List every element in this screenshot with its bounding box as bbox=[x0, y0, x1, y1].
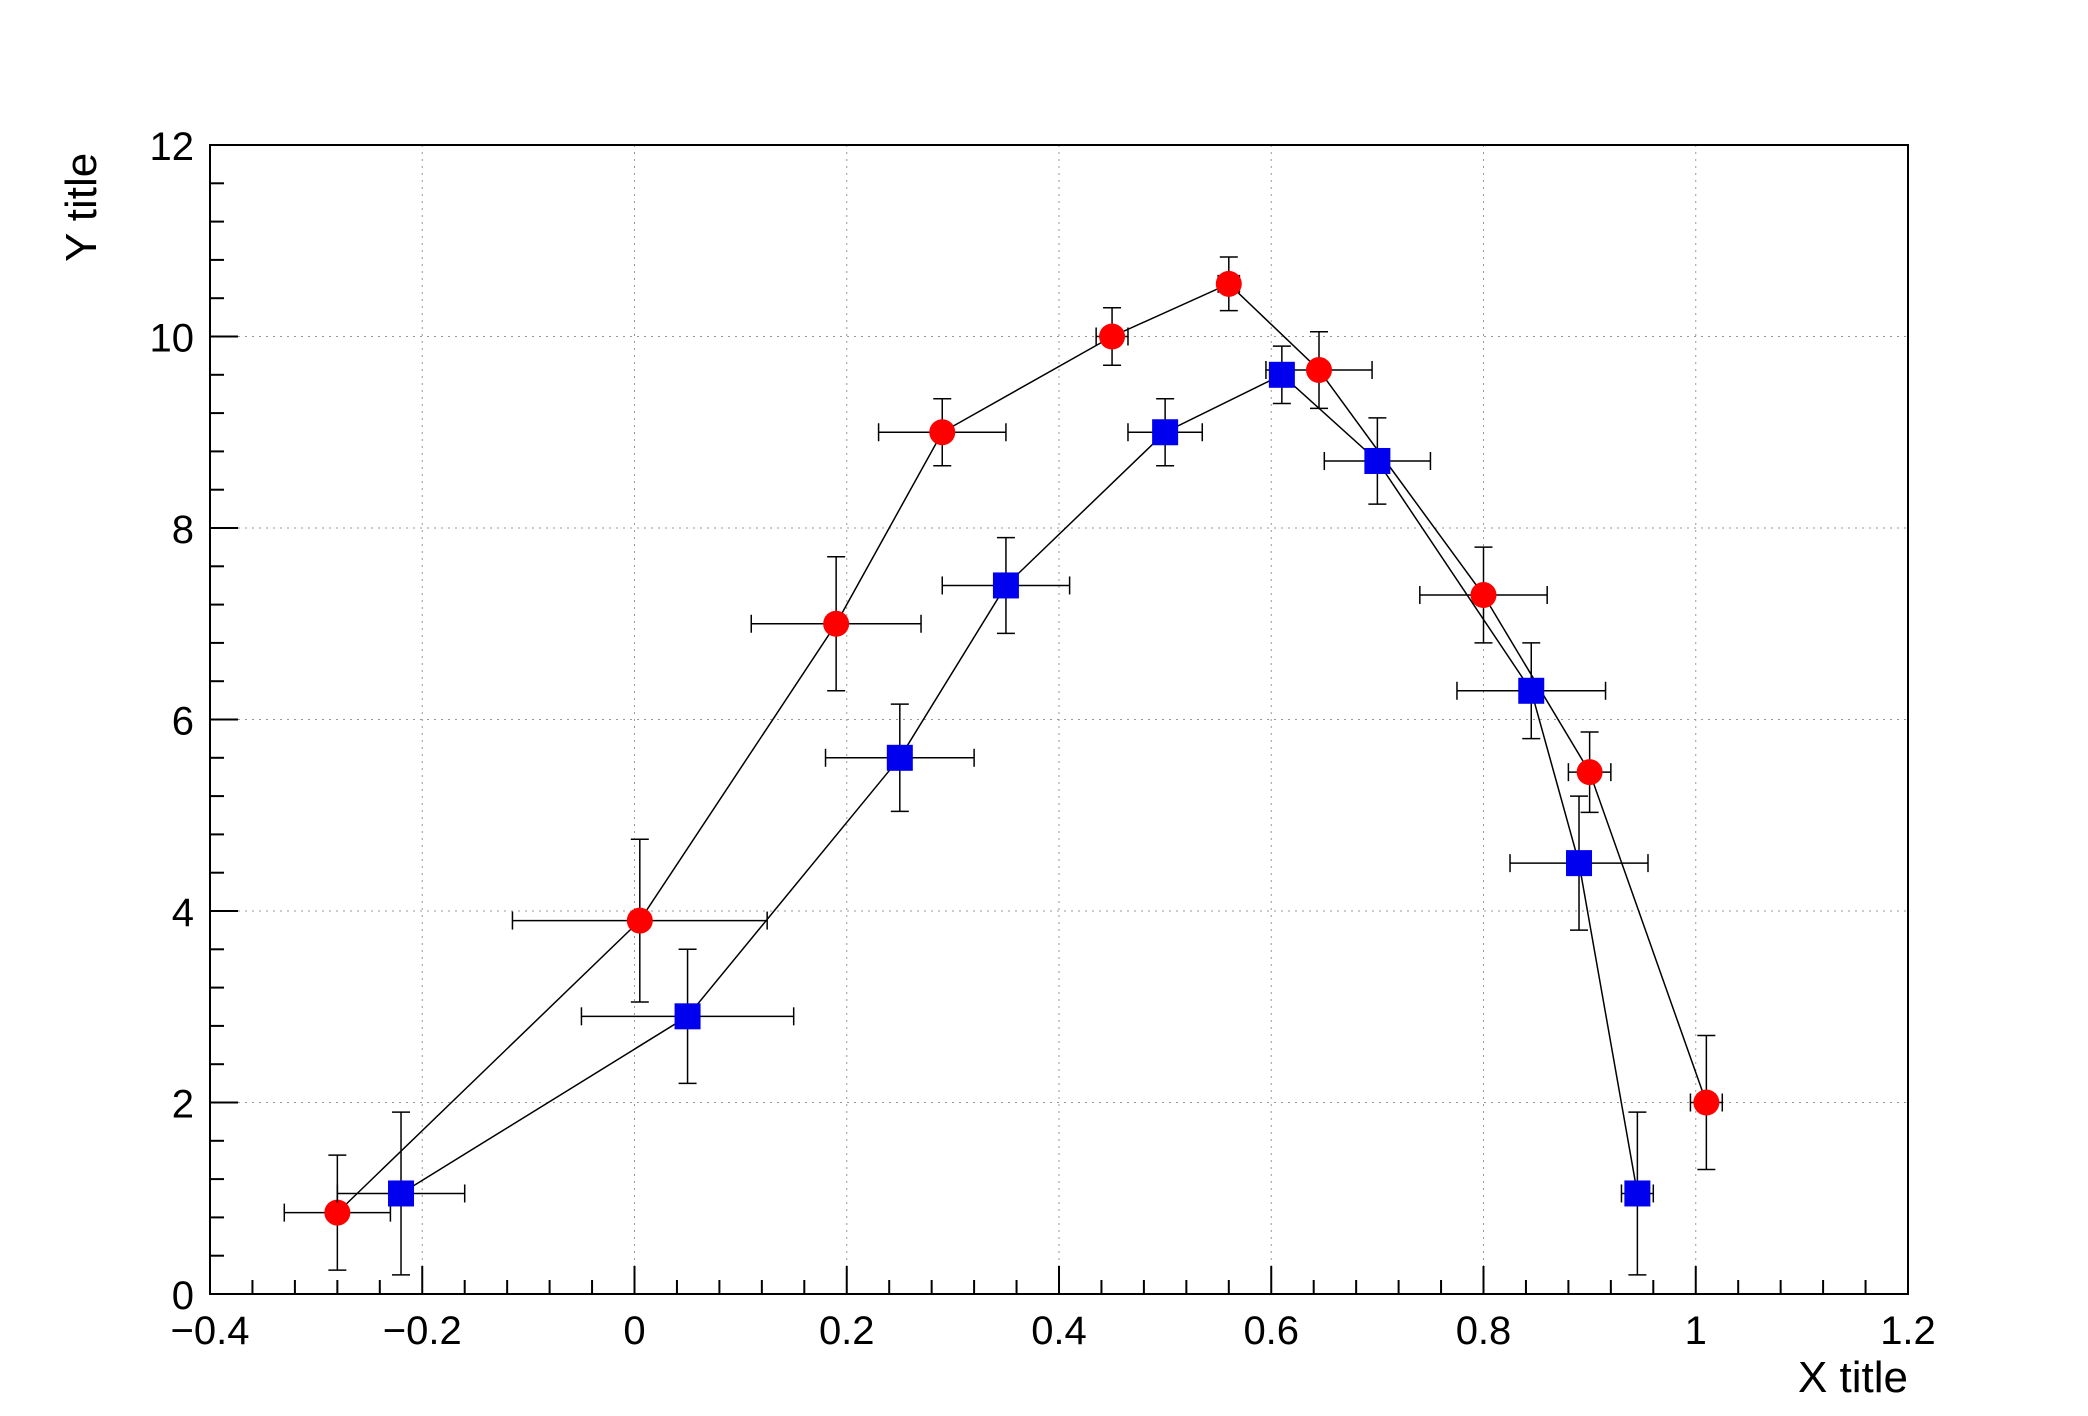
data-marker-square bbox=[1624, 1180, 1651, 1207]
x-tick-label: 0.8 bbox=[1456, 1309, 1512, 1353]
x-tick-label: 0 bbox=[623, 1309, 645, 1353]
data-marker-square bbox=[886, 744, 913, 771]
y-tick-label: 10 bbox=[150, 317, 195, 361]
x-tick-label: −0.4 bbox=[171, 1309, 250, 1353]
x-tick-label: 0.4 bbox=[1031, 1309, 1087, 1353]
x-tick-label: 0.2 bbox=[819, 1309, 875, 1353]
x-tick-label: 1.2 bbox=[1880, 1309, 1936, 1353]
y-axis-title: Y title bbox=[57, 153, 106, 262]
data-marker-circle bbox=[1215, 270, 1242, 297]
y-tick-label: 6 bbox=[172, 700, 194, 744]
data-marker-circle bbox=[1099, 323, 1126, 350]
series-line-blue-squares bbox=[400, 373, 1639, 1195]
x-tick-label: 0.6 bbox=[1243, 1309, 1299, 1353]
data-marker-circle bbox=[823, 610, 850, 637]
data-marker-circle bbox=[1693, 1089, 1720, 1116]
y-tick-label: 4 bbox=[172, 891, 194, 935]
data-marker-square bbox=[1566, 850, 1593, 877]
data-marker-square bbox=[1268, 361, 1295, 388]
data-marker-square bbox=[674, 1003, 701, 1030]
y-tick-label: 12 bbox=[150, 125, 195, 169]
data-marker-circle bbox=[1306, 357, 1333, 384]
data-marker-square bbox=[1518, 677, 1545, 704]
data-marker-circle bbox=[929, 419, 956, 446]
data-marker-circle bbox=[1470, 582, 1497, 609]
series-line-red-circles bbox=[336, 282, 1708, 1214]
data-marker-circle bbox=[626, 907, 653, 934]
y-tick-label: 0 bbox=[172, 1274, 194, 1318]
data-marker-square bbox=[388, 1180, 415, 1207]
y-tick-label: 8 bbox=[172, 508, 194, 552]
data-marker-circle bbox=[1576, 759, 1603, 786]
x-axis-title: X title bbox=[1798, 1353, 1908, 1402]
data-marker-square bbox=[992, 572, 1019, 599]
y-tick-label: 2 bbox=[172, 1083, 194, 1127]
data-marker-square bbox=[1152, 419, 1179, 446]
x-tick-label: 1 bbox=[1685, 1309, 1707, 1353]
data-marker-square bbox=[1364, 447, 1391, 474]
data-marker-circle bbox=[324, 1199, 351, 1226]
x-tick-label: −0.2 bbox=[383, 1309, 462, 1353]
